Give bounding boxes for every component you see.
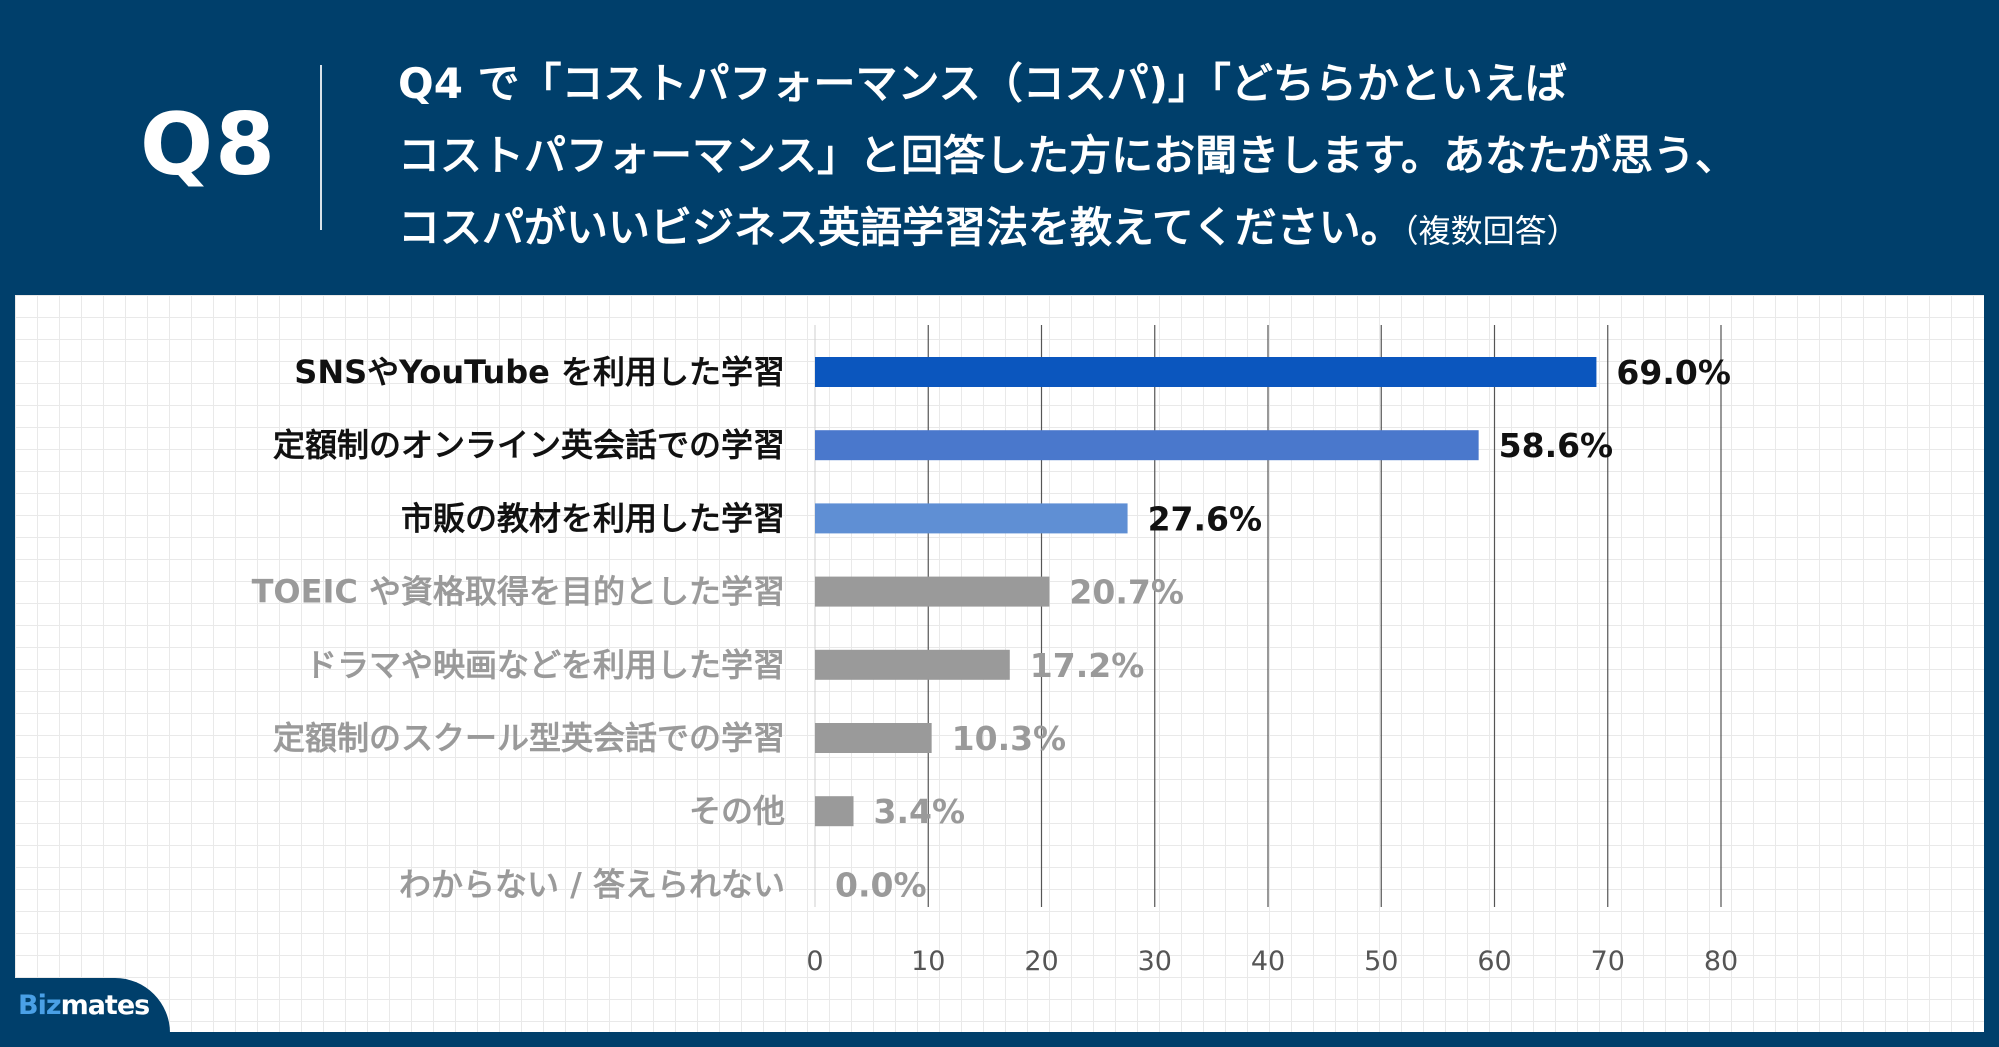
x-tick-label: 20	[1024, 946, 1058, 977]
x-tick-label: 60	[1477, 946, 1511, 977]
data-label: 10.3%	[952, 719, 1066, 758]
bar-chart: 0 10 20 30 40 50 60 70 80 SNSやYouTube を利用した学習 69.0…	[252, 325, 1738, 977]
chart-panel: 0 10 20 30 40 50 60 70 80 SNSやYouTube を利用した学習 69.0…	[15, 295, 1984, 1032]
data-label: 58.6%	[1499, 426, 1614, 465]
x-tick-label: 70	[1591, 946, 1625, 977]
category-label: SNSやYouTube を利用した学習	[294, 353, 785, 391]
category-label: 定額制のオンライン英会話での学習	[273, 426, 785, 464]
data-label: 17.2%	[1030, 646, 1145, 685]
x-tick-label: 40	[1251, 946, 1285, 977]
header-divider	[320, 65, 322, 230]
question-line-3-text: コスパがいいビジネス英語学習法を教えてください。	[398, 203, 1403, 252]
question-line-3: コスパがいいビジネス英語学習法を教えてください。（複数回答）	[398, 192, 1958, 267]
bar	[815, 576, 1050, 607]
x-tick-label: 50	[1364, 946, 1398, 977]
header: Q8 Q4 で「コストパフォーマンス（コスパ)」「どちらかといえば コストパフォ…	[0, 0, 1999, 292]
category-label: わからない / 答えられない	[399, 865, 785, 903]
bar	[815, 503, 1128, 534]
bar	[815, 357, 1597, 387]
bar	[815, 649, 1010, 680]
category-label: 市販の教材を利用した学習	[401, 499, 785, 537]
question-line-2: コストパフォーマンス」と回答した方にお聞きします。あなたが思う、	[398, 131, 1737, 180]
x-tick-label: 80	[1704, 946, 1738, 977]
data-label: 0.0%	[835, 865, 927, 904]
bar	[815, 796, 854, 827]
data-label: 20.7%	[1069, 573, 1184, 612]
x-tick-label: 30	[1138, 946, 1172, 977]
question-text: Q4 で「コストパフォーマンス（コスパ)」「どちらかといえば コストパフォーマン…	[398, 48, 1958, 267]
x-tick-label: 0	[806, 946, 823, 977]
data-label: 27.6%	[1148, 499, 1263, 538]
category-label: TOEIC や資格取得を目的とした学習	[252, 573, 785, 611]
category-label: ドラマや映画などを利用した学習	[305, 646, 785, 684]
category-label: その他	[689, 792, 785, 830]
multiple-answer-note: （複数回答）	[1402, 212, 1579, 250]
logo-text-mates: mates	[60, 990, 151, 1021]
bar	[815, 430, 1479, 461]
x-tick-label: 10	[911, 946, 945, 977]
category-label: 定額制のスクール型英会話での学習	[273, 719, 785, 757]
data-label: 3.4%	[874, 792, 966, 831]
data-label: 69.0%	[1616, 353, 1731, 392]
logo-text: Bizmates	[18, 990, 151, 1021]
bizmates-logo: Bizmates	[0, 978, 170, 1033]
logo-text-biz: Biz	[18, 990, 62, 1021]
question-number: Q8	[140, 95, 277, 195]
bar	[815, 723, 932, 753]
question-line-1: Q4 で「コストパフォーマンス（コスパ)」「どちらかといえば	[398, 59, 1567, 108]
